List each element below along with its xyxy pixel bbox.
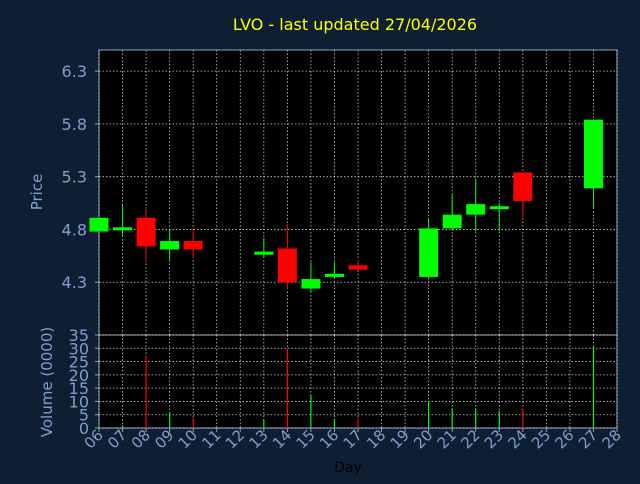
- candle-body: [513, 172, 533, 201]
- volume-bar: [121, 425, 124, 428]
- price-tick-label: 4.3: [62, 273, 87, 292]
- volume-bar: [263, 420, 265, 428]
- volume-bar: [498, 410, 500, 428]
- volume-tick-label: 5: [79, 406, 89, 425]
- volume-tick-label: 30: [69, 339, 89, 358]
- volume-tick-label: 20: [69, 366, 89, 385]
- candle-body: [419, 228, 439, 277]
- volume-bar: [522, 409, 524, 428]
- chart-title: LVO - last updated 27/04/2026: [233, 15, 477, 34]
- volume-bar: [145, 356, 147, 428]
- volume-bar: [592, 346, 595, 428]
- day-axis-label: Day: [334, 460, 362, 476]
- volume-tick-label: 35: [69, 326, 89, 345]
- candle-body: [301, 279, 321, 289]
- candle-body: [442, 214, 462, 229]
- candle-body: [136, 217, 156, 247]
- candle-body: [254, 251, 274, 255]
- price-panel: 6.3 5.8 5.3 4.8 4.3: [62, 49, 618, 336]
- volume-bar: [428, 401, 430, 428]
- candle-body: [324, 273, 344, 277]
- candle-body: [89, 217, 109, 232]
- volume-bar: [333, 420, 336, 428]
- candle-body: [277, 248, 297, 283]
- price-tick-label: 6.3: [62, 62, 87, 81]
- candle-body: [183, 241, 203, 250]
- volume-bar: [475, 408, 477, 428]
- volume-bar: [192, 417, 194, 428]
- volume-axis-label: Volume (0000): [38, 327, 56, 437]
- candle-body: [348, 265, 368, 270]
- volume-bar: [451, 408, 453, 428]
- price-tick-label: 5.8: [62, 115, 87, 134]
- price-tick-label: 4.8: [62, 220, 87, 239]
- volume-bar: [286, 348, 288, 428]
- candle-body: [489, 206, 509, 210]
- volume-tick-label: 10: [69, 392, 89, 411]
- candle-body: [160, 241, 180, 250]
- volume-tick-label: 0: [79, 419, 89, 438]
- volume-tick-label: 25: [69, 353, 89, 372]
- price-tick-label: 5.3: [62, 168, 87, 187]
- volume-bar: [310, 394, 312, 428]
- volume-bar: [98, 425, 100, 428]
- day-tick-labels: 0607080910111213141516171819202122232425…: [81, 426, 625, 452]
- candle-body: [113, 227, 133, 231]
- candle-body: [466, 204, 486, 215]
- volume-tick-label: 15: [69, 379, 89, 398]
- price-axis-label: Price: [28, 174, 46, 211]
- candle-body: [583, 119, 603, 189]
- volume-bar: [169, 412, 171, 428]
- volume-bar: [357, 418, 359, 428]
